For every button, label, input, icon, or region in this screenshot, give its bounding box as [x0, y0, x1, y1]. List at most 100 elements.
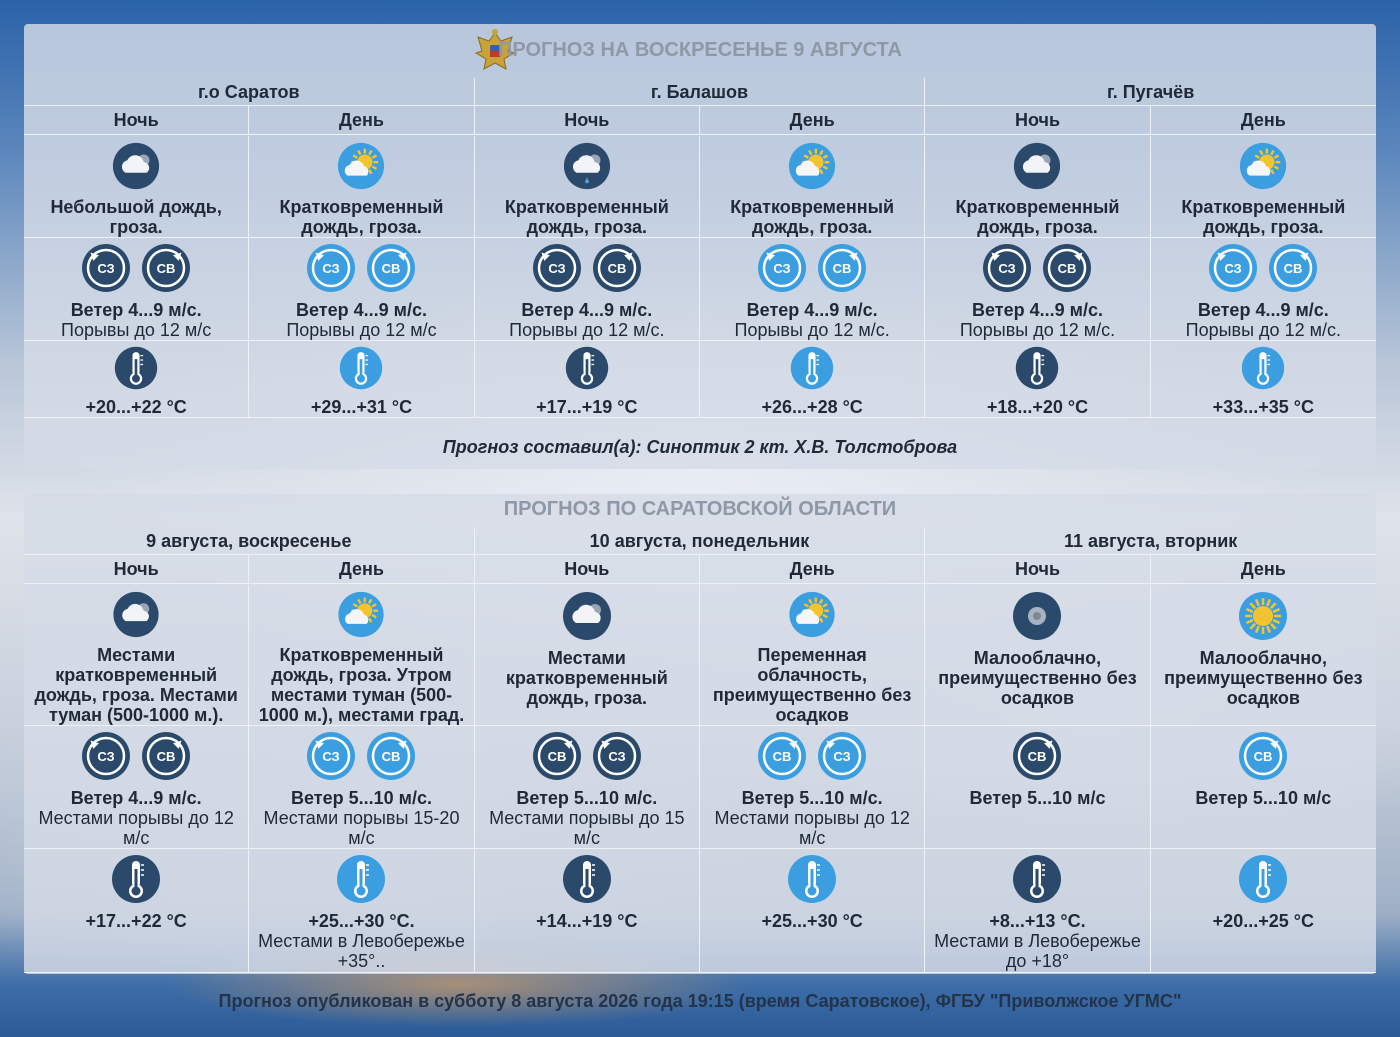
temperature-note: Местами в Левобережье +35°.. — [258, 931, 465, 971]
time-of-day-label: Ночь — [24, 555, 250, 584]
time-of-day-label: День — [1150, 555, 1376, 584]
wind-cell: СЗ СВ Ветер 5...10 м/с. Местами порывы 15-… — [249, 726, 475, 849]
wind-direction-label: СВ — [1058, 261, 1077, 276]
thermometer-day-icon — [340, 346, 383, 390]
weather-cell: Переменная облачность, преимущественно б… — [699, 585, 926, 726]
wind-direction-label: СЗ — [999, 261, 1016, 276]
city-header: г. Балашов — [474, 78, 926, 106]
wind-direction-label: СЗ — [548, 261, 565, 276]
time-of-day-label: Ночь — [925, 555, 1151, 584]
date-header: 10 августа, понедельник — [474, 527, 926, 555]
temperature-cell: +17...+19 °С — [474, 341, 700, 418]
wind-gusts: Местами порывы 15-20 м/с — [263, 808, 460, 848]
thermometer-night-icon — [112, 855, 161, 903]
wind-gusts: Порывы до 12 м/с. — [1185, 320, 1341, 340]
wind-direction-group: СВ — [1011, 730, 1063, 782]
time-of-day-label: День — [249, 106, 475, 135]
weather-cell: Кратковременный дождь, гроза. — [249, 136, 475, 238]
wind-direction-group: СЗ СВ — [305, 730, 417, 782]
cloud-rain-night-icon — [563, 142, 610, 190]
temperature-value: +26...+28 °С — [761, 397, 863, 417]
wind-direction-icon: СЗ — [1209, 244, 1258, 292]
temperature-cell: +25...+30 °С. Местами в Левобережье +35°.… — [249, 849, 475, 973]
temperature-cell: +14...+19 °С — [474, 849, 700, 973]
city-header: г.о Саратов — [24, 78, 475, 106]
wind-cell: СВ Ветер 5...10 м/с — [1150, 726, 1376, 849]
forecaster-credit: Прогноз составил(а): Синоптик 2 кт. Х.В.… — [442, 437, 958, 457]
wind-direction-label: СВ — [607, 261, 626, 276]
wind-direction-icon: СЗ — [818, 732, 867, 780]
wind-gusts: Порывы до 12 м/с. — [959, 320, 1116, 340]
wind-direction-icon: СВ — [818, 244, 867, 292]
wind-direction-icon: СЗ — [592, 732, 641, 780]
wind-direction-icon: СЗ — [307, 244, 356, 292]
wind-speed: Ветер 5...10 м/с. — [741, 788, 883, 808]
thermometer-night-icon — [562, 855, 611, 903]
publication-note: Прогноз опубликован в субботу 8 августа … — [218, 991, 1182, 1011]
wind-direction-label: СВ — [382, 749, 401, 764]
wind-direction-label: СЗ — [1225, 261, 1242, 276]
wind-gusts: Порывы до 12 м/с. — [734, 320, 890, 340]
cloud-night-icon — [113, 142, 160, 190]
cloud-night-icon — [113, 591, 159, 638]
wind-cell: СВ Ветер 5...10 м/с — [925, 726, 1151, 849]
wind-direction-label: СЗ — [97, 749, 114, 764]
cloud-night-icon — [1014, 142, 1061, 190]
wind-cell: СЗ СВ Ветер 4...9 м/с. Порывы до 12 м/с. — [1150, 238, 1376, 341]
temperature-value: +17...+19 °С — [536, 397, 638, 417]
wind-direction-icon: СВ — [1013, 732, 1062, 780]
temperature-value: +33...+35 °С — [1212, 397, 1314, 417]
thermometer-night-icon — [565, 346, 609, 390]
weather-description: Небольшой дождь, гроза. — [50, 197, 222, 237]
weather-description: Местами кратковременный дождь, гроза. — [505, 648, 668, 708]
wind-direction-icon: СВ — [1269, 244, 1318, 292]
wind-speed: Ветер 5...10 м/с — [1195, 788, 1332, 808]
weather-description: Кратковременный дождь, гроза. — [279, 197, 444, 237]
wind-direction-label: СЗ — [773, 261, 790, 276]
wind-direction-label: СВ — [773, 749, 792, 764]
time-of-day-label: День — [699, 106, 926, 135]
wind-speed: Ветер 4...9 м/с. — [296, 300, 427, 320]
temperature-cell: +29...+31 °С — [249, 341, 475, 418]
thermometer-day-icon — [1242, 346, 1285, 390]
weather-description: Переменная облачность, преимущественно б… — [712, 645, 912, 725]
weather-cell: Кратковременный дождь, гроза. — [699, 136, 926, 238]
wind-direction-icon: СВ — [532, 732, 581, 780]
wind-direction-label: СВ — [1284, 261, 1303, 276]
wind-gusts: Порывы до 12 м/с — [286, 320, 437, 340]
weather-description: Малооблачно, преимущественно без осадков — [938, 648, 1137, 708]
wind-direction-group: СЗ СВ — [305, 242, 417, 294]
thermometer-night-icon — [1016, 346, 1059, 390]
wind-speed: Ветер 4...9 м/с. — [1197, 300, 1329, 320]
wind-gusts: Порывы до 12 м/с. — [509, 320, 665, 340]
temperature-value: +20...+22 °С — [85, 397, 187, 417]
sun-icon — [1239, 592, 1288, 640]
wind-direction-group: СВ СЗ — [531, 730, 643, 782]
temperature-value: +14...+19 °С — [536, 911, 638, 931]
temperature-value: +17...+22 °С — [85, 911, 187, 931]
wind-cell: СЗ СВ Ветер 4...9 м/с. Порывы до 12 м/с — [249, 238, 475, 341]
wind-direction-label: СВ — [1254, 749, 1273, 764]
wind-cell: СЗ СВ Ветер 4...9 м/с. Местами порывы до 1… — [24, 726, 250, 849]
thermometer-night-icon — [1013, 855, 1062, 903]
time-of-day-label: Ночь — [925, 106, 1151, 135]
panel-title: ПРОГНОЗ НА ВОСКРЕСЕНЬЕ 9 АВГУСТА — [498, 39, 902, 61]
wind-direction-label: СЗ — [97, 261, 114, 276]
wind-direction-label: СВ — [157, 749, 176, 764]
wind-speed: Ветер 5...10 м/с — [969, 788, 1106, 808]
date-header: 9 августа, воскресенье — [24, 527, 475, 555]
temperature-value: +18...+20 °С — [986, 397, 1089, 417]
weather-description: Кратковременный дождь, гроза. — [1181, 197, 1346, 237]
wind-direction-group: СЗ СВ — [80, 242, 192, 294]
thermometer-day-icon — [790, 346, 834, 390]
wind-direction-icon: СЗ — [983, 244, 1032, 292]
moon-icon — [1013, 592, 1062, 640]
city-header: г. Пугачёв — [925, 78, 1376, 106]
forecast-panel-region: ПРОГНОЗ ПО САРАТОВСКОЙ ОБЛАСТИ 9 августа… — [24, 494, 1376, 974]
wind-direction-label: СЗ — [323, 261, 340, 276]
weather-description: Кратковременный дождь, гроза. — [504, 197, 669, 237]
temperature-cell: +20...+25 °С — [1150, 849, 1376, 973]
thermometer-day-icon — [337, 855, 386, 903]
wind-direction-label: СВ — [157, 261, 176, 276]
wind-direction-icon: СЗ — [82, 244, 131, 292]
